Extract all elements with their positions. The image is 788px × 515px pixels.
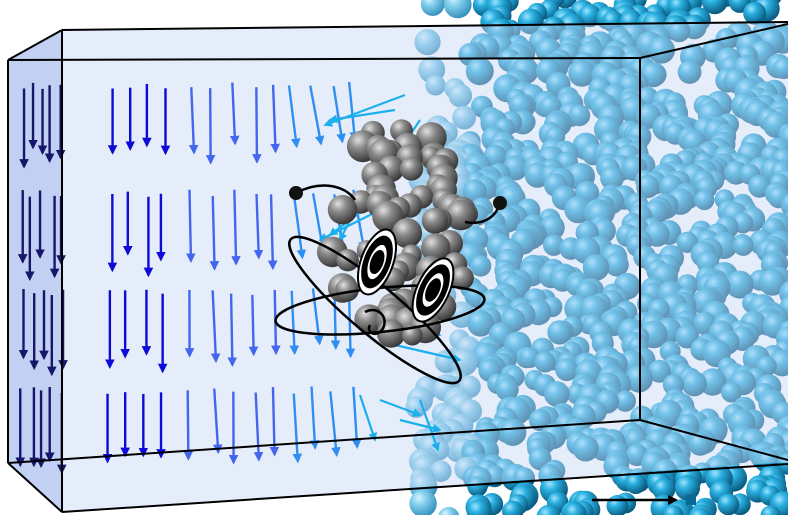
sphere	[718, 494, 740, 515]
tether-end	[493, 196, 507, 210]
sphere	[743, 2, 766, 25]
velocity-arrow	[252, 295, 253, 354]
sphere	[438, 507, 460, 515]
flow-marker	[686, 495, 696, 505]
cluster-bead	[328, 195, 357, 224]
velocity-arrow	[231, 294, 232, 365]
velocity-arrow	[188, 390, 189, 458]
sphere	[444, 0, 472, 18]
velocity-arrow	[189, 190, 190, 261]
simulation-figure	[0, 0, 788, 515]
cluster-bead	[377, 319, 405, 347]
sphere	[421, 0, 445, 16]
cluster-bead	[400, 157, 423, 180]
cluster-bead	[422, 208, 448, 234]
sphere	[625, 473, 646, 494]
velocity-arrow	[256, 87, 257, 162]
tether-end	[289, 186, 303, 200]
